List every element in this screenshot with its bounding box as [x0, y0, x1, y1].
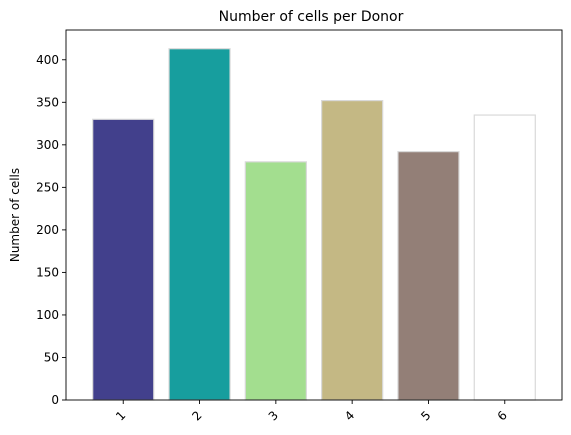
- bar-donor-6: [473, 114, 536, 401]
- x-tick-label: 4: [342, 408, 357, 423]
- bar-donor-1: [92, 118, 155, 401]
- bar-donor-3: [244, 161, 307, 401]
- bar-donor-4: [321, 99, 384, 401]
- x-tick-label: 1: [113, 408, 128, 423]
- y-tick-label: 250: [36, 180, 59, 194]
- chart-title: Number of cells per Donor: [219, 9, 404, 25]
- y-tick-label: 50: [44, 350, 59, 364]
- x-tick-label: 6: [495, 408, 510, 423]
- bar-donor-5: [397, 151, 460, 401]
- bar-donor-2: [168, 48, 231, 401]
- y-tick-label: 350: [36, 95, 59, 109]
- y-axis-title: Number of cells: [8, 168, 22, 262]
- y-tick-label: 300: [36, 138, 59, 152]
- y-tick-label: 200: [36, 223, 59, 237]
- y-tick-label: 100: [36, 308, 59, 322]
- plot-frame: [65, 29, 563, 401]
- x-tick-label: 3: [266, 408, 281, 423]
- y-tick-label: 0: [51, 393, 59, 407]
- x-tick-label: 5: [418, 408, 433, 423]
- plot-area: 0 50 100 150 200 250 300 350 400 1 2 3 4 5 6: [36, 29, 563, 424]
- x-tick-label: 2: [189, 408, 204, 423]
- y-tick-label: 400: [36, 53, 59, 67]
- y-tick-label: 150: [36, 265, 59, 279]
